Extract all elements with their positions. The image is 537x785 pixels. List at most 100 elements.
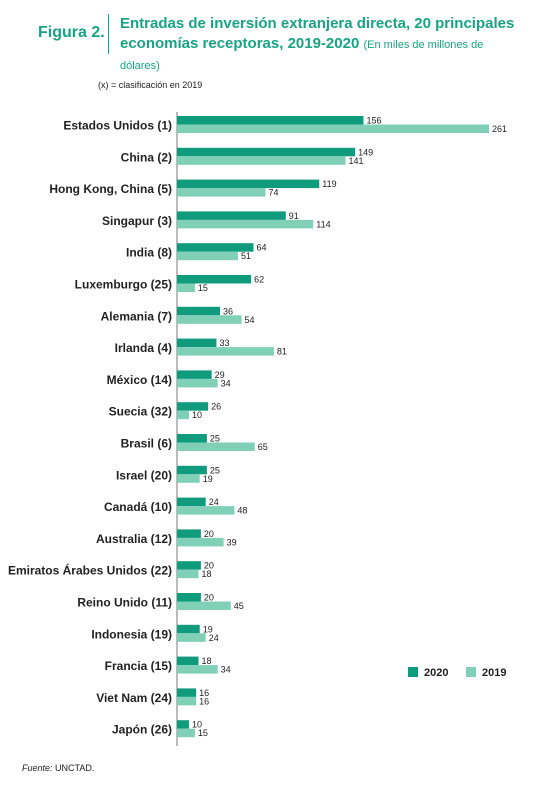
bar-2019 — [177, 633, 206, 642]
category-label: México (14) — [107, 373, 172, 387]
bar-2019 — [177, 188, 266, 197]
value-label-2019: 141 — [349, 156, 364, 166]
value-label-2020: 33 — [219, 338, 229, 348]
value-label-2020: 25 — [210, 434, 220, 444]
value-label-2019: 16 — [199, 696, 209, 706]
bar-2020 — [177, 116, 364, 125]
ranking-note: (x) = clasificación en 2019 — [98, 80, 203, 90]
bar-2019 — [177, 251, 238, 261]
bar-2019 — [177, 665, 218, 674]
bar-2019 — [177, 124, 489, 133]
value-label-2020: 20 — [204, 561, 214, 571]
value-label-2019: 48 — [237, 506, 247, 516]
value-label-2020: 91 — [289, 211, 299, 221]
bar-2020 — [177, 720, 189, 729]
bar-2020 — [177, 179, 320, 189]
chart-title: Entradas de inversión extranjera directa… — [120, 14, 525, 76]
value-label-2019: 34 — [221, 665, 231, 675]
figure-label: Figura 2. — [38, 24, 105, 41]
bar-2019 — [177, 219, 314, 229]
bar-2019 — [177, 156, 346, 165]
bar-2020 — [177, 561, 201, 570]
value-label-2020: 149 — [358, 147, 373, 157]
bar-2019 — [177, 442, 255, 451]
value-label-2020: 26 — [211, 402, 221, 412]
bar-2019 — [177, 506, 235, 515]
value-label-2020: 24 — [209, 497, 219, 507]
value-label-2019: 24 — [209, 633, 219, 643]
value-label-2019: 45 — [234, 601, 244, 611]
bar-2020 — [177, 529, 201, 538]
bar-2020 — [177, 593, 201, 602]
value-label-2020: 18 — [202, 656, 212, 666]
value-label-2020: 29 — [215, 370, 225, 380]
value-label-2020: 25 — [210, 465, 220, 475]
value-label-2019: 18 — [202, 569, 212, 579]
bar-2019 — [177, 728, 195, 738]
title-divider — [108, 14, 109, 54]
bar-2020 — [177, 434, 207, 443]
bar-2019 — [177, 569, 199, 579]
category-label: Estados Unidos (1) — [63, 119, 172, 133]
bar-2020 — [177, 688, 197, 697]
value-label-2020: 16 — [199, 688, 209, 698]
bar-2019 — [177, 696, 197, 706]
value-label-2019: 51 — [241, 251, 251, 261]
bar-2020 — [177, 306, 221, 316]
category-label: Irlanda (4) — [115, 341, 172, 355]
bar-2019 — [177, 537, 224, 547]
source-prefix: Fuente: — [22, 763, 53, 773]
category-label: Japón (26) — [112, 723, 172, 737]
legend-swatch-2020 — [408, 667, 418, 677]
value-label-2019: 74 — [268, 188, 278, 198]
value-label-2020: 62 — [254, 275, 264, 285]
value-label-2020: 156 — [366, 116, 381, 126]
category-label: Indonesia (19) — [91, 627, 172, 641]
category-label: Reino Unido (11) — [77, 596, 172, 610]
bar-2020 — [177, 656, 199, 666]
value-label-2020: 64 — [257, 243, 267, 253]
bar-2020 — [177, 338, 217, 348]
bar-2020 — [177, 370, 212, 379]
value-label-2019: 15 — [198, 283, 208, 293]
legend-swatch-2019 — [466, 667, 476, 677]
value-label-2020: 10 — [192, 720, 202, 730]
bar-2020 — [177, 497, 206, 507]
bar-2019 — [177, 283, 195, 292]
bar-2020 — [177, 275, 252, 284]
value-label-2019: 34 — [221, 378, 231, 388]
source-text: UNCTAD. — [55, 763, 95, 773]
bar-2019 — [177, 347, 274, 356]
value-label-2019: 10 — [192, 410, 202, 420]
bar-2019 — [177, 601, 231, 610]
bar-2019 — [177, 378, 218, 388]
value-label-2020: 19 — [203, 624, 213, 634]
value-label-2019: 81 — [277, 347, 287, 357]
value-label-2019: 39 — [227, 537, 237, 547]
value-label-2020: 20 — [204, 593, 214, 603]
category-label: Francia (15) — [105, 659, 172, 673]
chart-title-text: Entradas de inversión extranjera directa… — [120, 15, 515, 52]
category-label: Luxemburgo (25) — [75, 278, 172, 292]
bar-2020 — [177, 624, 200, 634]
category-label: Canadá (10) — [104, 500, 172, 514]
bar-2019 — [177, 315, 242, 324]
category-label: Alemania (7) — [101, 309, 172, 323]
category-label: Viet Nam (24) — [96, 691, 172, 705]
value-label-2019: 15 — [198, 728, 208, 738]
value-label-2019: 65 — [258, 442, 268, 452]
value-label-2019: 19 — [203, 474, 213, 484]
category-label: Suecia (32) — [109, 405, 172, 419]
value-label-2020: 20 — [204, 529, 214, 539]
bar-2020 — [177, 211, 286, 220]
bar-2020 — [177, 402, 209, 411]
legend-label-2020: 2020 — [424, 667, 448, 679]
category-label: Brasil (6) — [121, 437, 172, 451]
bar-2020 — [177, 465, 207, 475]
category-label: Hong Kong, China (5) — [49, 182, 172, 196]
bar-2020 — [177, 243, 254, 252]
category-label: China (2) — [121, 150, 172, 164]
legend-label-2019: 2019 — [482, 667, 506, 679]
bar-2019 — [177, 474, 200, 483]
